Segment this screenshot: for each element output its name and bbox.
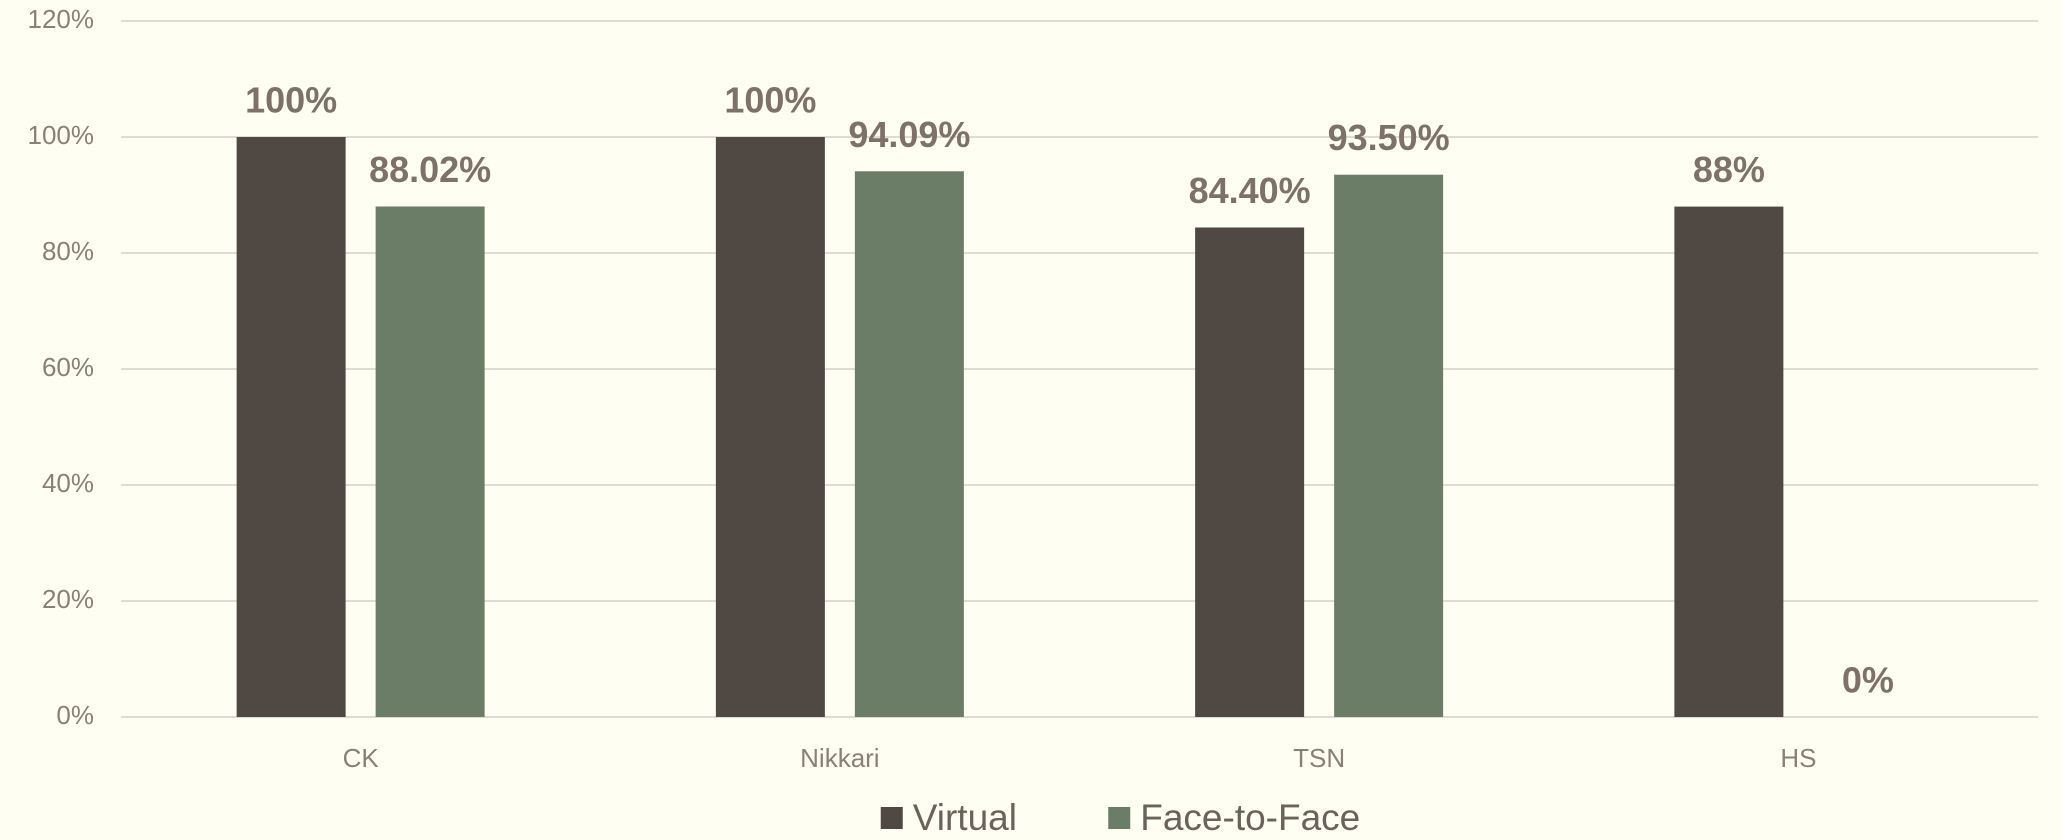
data-label: 100% (245, 80, 337, 121)
y-tick-label: 40% (42, 468, 94, 498)
y-tick-label: 20% (42, 584, 94, 614)
x-tick-label: Nikkari (800, 743, 879, 773)
bar (854, 171, 964, 717)
bar (1674, 206, 1784, 717)
x-tick-label: CK (343, 743, 380, 773)
y-tick-label: 60% (42, 352, 94, 382)
legend-swatch (880, 807, 903, 829)
bar (1195, 227, 1305, 718)
data-label: 94.09% (848, 114, 970, 155)
bar (236, 137, 346, 717)
bar (375, 206, 485, 717)
data-label: 93.50% (1328, 117, 1450, 158)
data-label: 88% (1693, 149, 1765, 190)
data-label: 0% (1842, 660, 1894, 701)
bar (715, 137, 825, 717)
legend-label: Face-to-Face (1140, 797, 1360, 838)
data-label: 84.40% (1189, 170, 1311, 211)
x-tick-label: HS (1780, 743, 1816, 773)
bar (1334, 174, 1444, 717)
y-tick-label: 0% (56, 700, 94, 730)
data-label: 88.02% (369, 149, 491, 190)
x-tick-label: TSN (1293, 743, 1345, 773)
y-tick-label: 100% (28, 120, 95, 150)
legend-swatch (1108, 807, 1131, 829)
y-tick-label: 120% (28, 4, 95, 34)
y-tick-label: 80% (42, 236, 94, 266)
legend-label: Virtual (913, 797, 1017, 838)
data-label: 100% (724, 80, 816, 121)
